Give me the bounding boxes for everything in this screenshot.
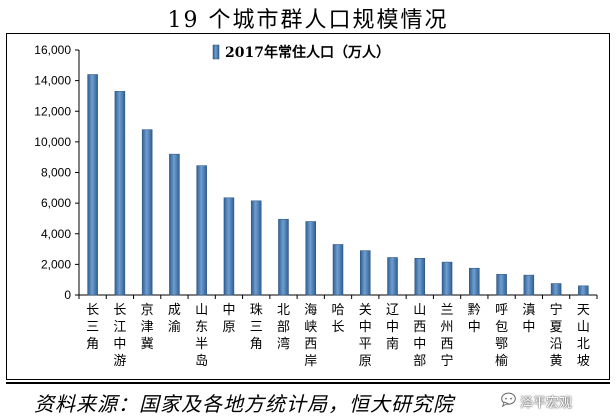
x-tick-label-char: 京 xyxy=(141,303,154,318)
x-tick-label-char: 津 xyxy=(141,320,154,335)
bar xyxy=(414,258,426,296)
bar xyxy=(305,221,316,296)
x-tick-label-char: 游 xyxy=(113,354,126,369)
x-tick-label-char: 州 xyxy=(441,320,454,335)
x-tick-label-char: 西 xyxy=(441,337,454,352)
x-tick-label-char: 北 xyxy=(577,337,590,352)
bar xyxy=(496,274,507,296)
x-tick-label-char: 成 xyxy=(168,303,181,318)
x-tick-label-char: 关 xyxy=(359,303,372,318)
x-tick-label-char: 珠 xyxy=(250,303,263,318)
x-tick-label-char: 宁 xyxy=(441,353,454,369)
x-tick-label-char: 江 xyxy=(113,320,126,335)
x-tick-label-char: 坡 xyxy=(577,354,590,369)
chart-frame: 0 2,000 4,000 6,000 8,000 10,000 12,000 14,000 1… xyxy=(6,33,610,380)
x-tick-label-char: 平 xyxy=(359,337,372,352)
bar xyxy=(387,257,398,296)
bar xyxy=(141,129,153,296)
legend-swatch xyxy=(212,44,220,60)
x-tick-label-char: 北 xyxy=(277,303,290,318)
x-tick-label-char: 渝 xyxy=(168,319,181,335)
x-tick-label-char: 宁 xyxy=(550,302,563,318)
x-tick-label-char: 峡 xyxy=(304,320,317,335)
x-tick-label-char: 岛 xyxy=(195,353,208,369)
x-tick-label-char: 中 xyxy=(359,320,372,335)
x-tick-label-char: 东 xyxy=(195,320,208,335)
bar xyxy=(469,267,480,296)
x-tick-label-char: 黄 xyxy=(550,354,563,369)
x-tick-label-char: 中 xyxy=(113,337,126,352)
bar xyxy=(578,285,589,296)
bar xyxy=(441,261,453,296)
x-tick-label-char: 南 xyxy=(386,336,399,352)
chart-title: 19 个城市群人口规模情况 xyxy=(167,8,449,33)
x-tick-label-char: 中 xyxy=(413,337,426,352)
x-tick-label-char: 山 xyxy=(195,303,208,318)
x-tick-label-char: 哈 xyxy=(331,303,344,318)
x-tick-label-char: 冀 xyxy=(141,336,154,352)
x-tick-label-char: 包 xyxy=(495,320,508,335)
bar xyxy=(87,74,98,296)
chat-bubble-icon xyxy=(501,392,516,408)
x-tick-label-char: 鄂 xyxy=(495,337,508,352)
x-tick-label-char: 山 xyxy=(413,303,426,318)
x-tick-label-char: 长 xyxy=(331,320,344,335)
x-tick-label-char: 呼 xyxy=(495,303,508,318)
y-tick-label: 6,000 xyxy=(41,196,71,210)
watermark: 泽平宏观 xyxy=(520,396,573,411)
bar-chart: 0 2,000 4,000 6,000 8,000 10,000 12,000 14,000 1… xyxy=(34,43,598,369)
x-tick-label-char: 角 xyxy=(250,337,263,352)
y-tick-label: 14,000 xyxy=(34,74,71,88)
x-tick-label-char: 辽 xyxy=(386,303,399,318)
x-tick-label-char: 半 xyxy=(195,337,208,352)
x-tick-label-char: 海 xyxy=(304,303,317,318)
y-tick-label: 16,000 xyxy=(34,43,71,57)
legend-label: 2017年常住人口（万人） xyxy=(225,44,390,61)
x-tick-label-char: 三 xyxy=(86,320,99,335)
x-tick-label-char: 中 xyxy=(468,320,481,335)
y-tick-label: 2,000 xyxy=(41,257,71,271)
bar xyxy=(196,165,207,296)
bar xyxy=(114,91,126,296)
x-tick-label-char: 原 xyxy=(359,354,372,369)
x-tick-label-char: 西 xyxy=(304,337,317,352)
x-tick-label-char: 黔 xyxy=(468,303,481,318)
x-tick-label-char: 长 xyxy=(113,303,126,318)
x-tick-label-char: 部 xyxy=(277,320,290,335)
x-tick-label-char: 湾 xyxy=(277,336,290,352)
bar xyxy=(278,218,289,296)
x-tick-label-char: 岸 xyxy=(304,354,317,369)
x-tick-label-char: 中 xyxy=(522,320,535,335)
source-note: 资料来源：国家及各地方统计局，恒大研究院 xyxy=(34,392,454,416)
x-tick-label-char: 角 xyxy=(86,337,99,352)
x-tick-label-char: 天 xyxy=(577,303,590,318)
bar xyxy=(332,244,344,296)
x-tick-label-char: 兰 xyxy=(441,303,454,318)
bar xyxy=(523,274,535,296)
bar xyxy=(250,200,262,296)
x-tick-label-char: 滇 xyxy=(522,303,535,318)
x-tick-label-char: 西 xyxy=(413,320,426,335)
x-tick-label-char: 原 xyxy=(222,320,235,335)
x-tick-label-char: 榆 xyxy=(495,354,508,369)
x-tick-label-char: 中 xyxy=(386,320,399,335)
y-tick-label: 12,000 xyxy=(34,104,71,118)
x-tick-label-char: 沿 xyxy=(550,337,563,352)
x-tick-label-char: 中 xyxy=(222,303,235,318)
y-tick-label: 8,000 xyxy=(41,166,71,180)
bar xyxy=(550,283,562,296)
bar xyxy=(169,153,180,296)
x-tick-label-char: 部 xyxy=(413,354,426,369)
x-tick-label-char: 夏 xyxy=(550,320,563,335)
x-tick-label-char: 长 xyxy=(86,303,99,318)
y-tick-label: 4,000 xyxy=(41,227,71,241)
bar xyxy=(223,197,235,296)
x-tick-label-char: 三 xyxy=(250,320,263,335)
y-tick-label: 10,000 xyxy=(34,135,71,149)
x-tick-label-char: 山 xyxy=(577,320,590,335)
bar xyxy=(360,250,371,296)
y-tick-label: 0 xyxy=(64,288,71,302)
bottom-rule xyxy=(6,382,610,384)
